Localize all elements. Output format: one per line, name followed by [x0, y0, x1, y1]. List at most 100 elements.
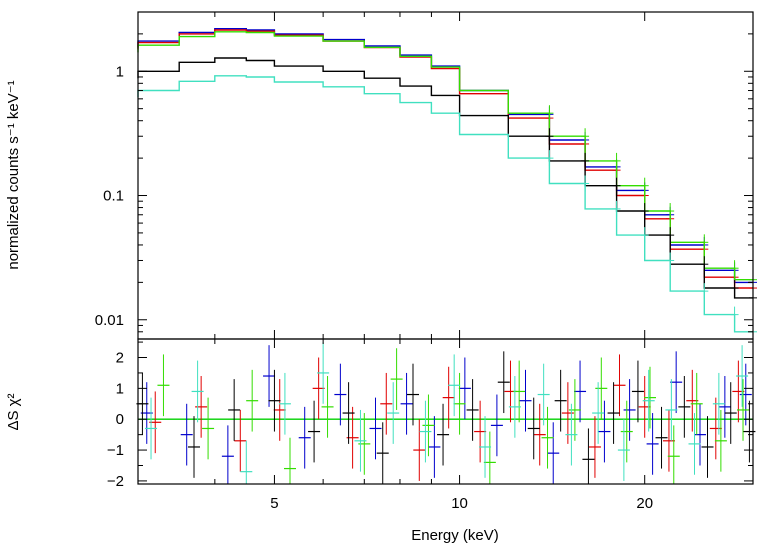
spectrum-point-green: [545, 105, 554, 122]
residual-point-black: [631, 360, 644, 423]
residual-point-red: [413, 419, 426, 481]
residual-point-black: [308, 400, 321, 463]
residual-point-black: [497, 351, 510, 414]
spectrum-point-cyan: [640, 227, 649, 244]
residual-y-tick-label: 0: [116, 411, 124, 428]
residual-y-tick-label: −2: [107, 473, 124, 490]
residual-point-black: [724, 382, 737, 444]
axis-ticks-layer: 5 10 20 0.01 0.1 1 −2 −1 0 1 2: [95, 11, 754, 512]
residual-point-red: [442, 366, 455, 429]
residual-point-black: [607, 382, 620, 444]
residual-point-blue: [180, 403, 193, 466]
residual-point-red: [613, 354, 626, 417]
residual-y-tick-label: 2: [116, 350, 124, 367]
residual-point-cyan: [642, 369, 655, 432]
residual-point-green: [246, 369, 259, 432]
spectrum-point-cyan: [730, 306, 739, 323]
residual-point-blue: [458, 357, 471, 420]
residual-point-black: [655, 406, 668, 469]
spectrum-series-red: [137, 29, 753, 289]
x-tick-label: 20: [636, 495, 653, 512]
residual-point-red: [234, 409, 247, 472]
residual-point-cyan: [191, 360, 204, 423]
residual-point-cyan: [240, 440, 253, 484]
residual-point-green: [620, 400, 633, 463]
residual-point-blue: [574, 360, 587, 423]
residual-panel-frame: [137, 338, 754, 485]
residual-point-green: [595, 357, 608, 420]
residual-point-cyan: [145, 397, 158, 460]
residual-point-black: [678, 376, 691, 438]
spectrum-point-green: [700, 234, 709, 251]
residual-point-blue: [598, 400, 611, 463]
spectrum-point-cyan: [700, 283, 709, 300]
spectrum-point-green: [730, 260, 739, 277]
spectrum-lines-layer: [137, 28, 757, 340]
residual-point-black: [228, 379, 241, 441]
residual-point-black: [376, 422, 389, 484]
residual-point-cyan: [317, 342, 330, 404]
spectrum-point-green: [612, 152, 621, 169]
spectrum-point-black: [581, 152, 590, 169]
spectrum-point-green: [581, 128, 590, 145]
residual-point-blue: [298, 406, 311, 469]
residual-point-red: [662, 409, 675, 472]
residual-point-black: [437, 403, 450, 466]
spectrum-y-tick-label: 0.01: [95, 312, 124, 329]
residual-point-red: [380, 372, 393, 435]
residual-point-green: [390, 348, 403, 410]
residual-point-cyan: [712, 372, 725, 435]
residual-point-green: [690, 372, 703, 435]
x-tick-label: 10: [451, 495, 468, 512]
spectrum-point-cyan: [612, 200, 621, 217]
residual-point-black: [342, 382, 355, 444]
residual-point-green: [483, 431, 496, 484]
spectrum-point-cyan: [545, 150, 554, 167]
residual-point-red: [533, 403, 546, 466]
spectrum-point-black: [700, 256, 709, 273]
residual-point-green: [422, 394, 435, 457]
spectrum-y-axis-label: normalized counts s⁻¹ keV⁻¹: [5, 80, 22, 269]
residual-point-cyan: [448, 354, 461, 417]
spectrum-series-cyan: [137, 75, 753, 333]
spectrum-point-black: [612, 177, 621, 194]
residual-point-green: [284, 437, 297, 484]
spectrum-point-green: [640, 177, 649, 194]
residual-point-blue: [221, 425, 234, 484]
spectrum-point-black: [730, 280, 739, 297]
residual-point-black: [701, 416, 714, 478]
residual-point-black: [582, 428, 595, 484]
residual-point-blue: [718, 376, 731, 438]
residual-y-tick-label: 1: [116, 380, 124, 397]
spectrum-point-black: [640, 203, 649, 220]
spectrum-series-black: [137, 57, 753, 299]
residual-point-blue: [670, 351, 683, 414]
residual-point-black: [268, 369, 281, 432]
residual-point-blue: [623, 379, 636, 441]
spectrum-point-cyan: [666, 252, 675, 269]
spectrum-y-tick-label: 0.1: [103, 188, 124, 205]
x-tick-label: 5: [270, 495, 278, 512]
residual-point-red: [709, 397, 722, 460]
residual-point-cyan: [354, 409, 367, 472]
residual-points-layer: [136, 342, 756, 484]
residual-point-red: [474, 400, 487, 463]
spectrum-point-green: [666, 203, 675, 220]
residual-point-blue: [369, 397, 382, 460]
residual-point-green: [157, 354, 170, 417]
residual-point-blue: [490, 394, 503, 457]
residual-point-cyan: [419, 400, 432, 463]
residual-y-axis-label: ΔS χ²: [5, 393, 22, 430]
residual-point-cyan: [387, 382, 400, 444]
residual-point-cyan: [688, 413, 701, 475]
residual-point-black: [407, 363, 420, 426]
residual-point-red: [273, 379, 286, 441]
residual-point-cyan: [592, 382, 605, 444]
residual-point-blue: [334, 363, 347, 426]
residual-point-green: [453, 372, 466, 435]
residual-point-cyan: [565, 403, 578, 466]
residual-point-green: [714, 409, 727, 472]
residual-point-blue: [400, 372, 413, 435]
residual-point-black: [188, 416, 201, 478]
